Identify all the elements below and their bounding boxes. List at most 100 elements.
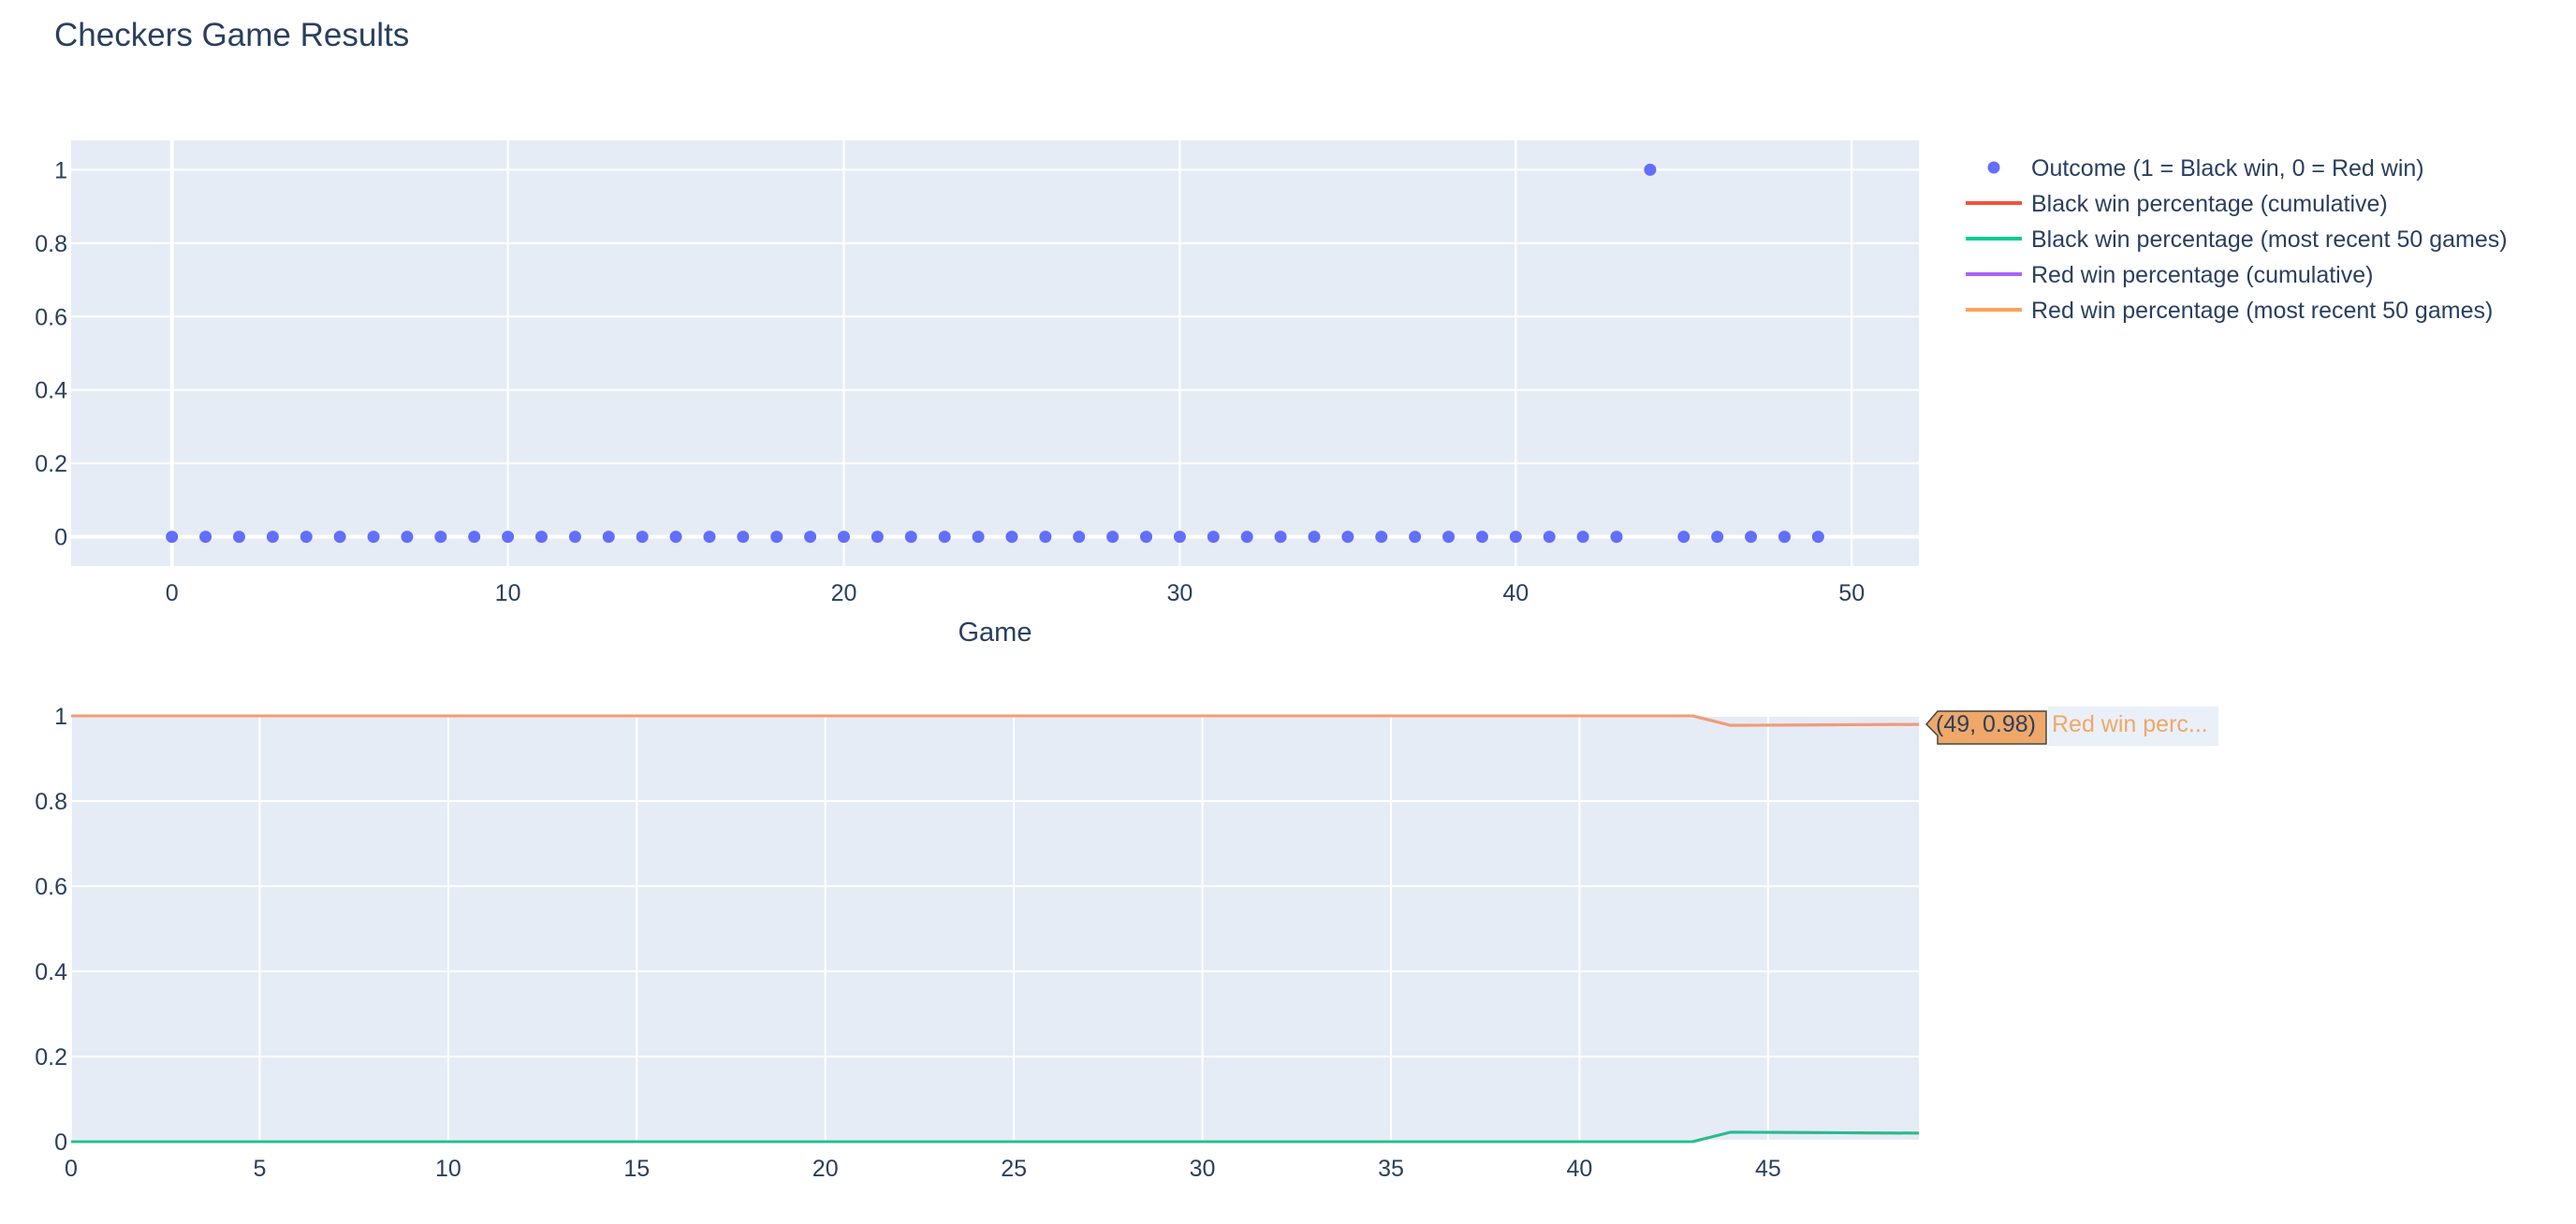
x-tick-label: 40 <box>1567 1156 1593 1182</box>
x-tick-label: 45 <box>1755 1156 1781 1182</box>
legend-label: Black win percentage (cumulative) <box>2031 191 2388 217</box>
outcome-point[interactable] <box>737 531 750 544</box>
outcome-point[interactable] <box>1610 531 1623 544</box>
outcome-point[interactable] <box>166 531 179 544</box>
outcome-point[interactable] <box>1308 531 1321 544</box>
outcome-point[interactable] <box>1207 531 1220 544</box>
outcome-point[interactable] <box>1409 531 1422 544</box>
outcome-point[interactable] <box>1341 531 1354 544</box>
x-tick-label: 30 <box>1166 580 1193 606</box>
legend-item[interactable]: Black win percentage (cumulative) <box>1966 191 2388 217</box>
y-tick-label: 0.8 <box>35 231 67 257</box>
outcome-point[interactable] <box>232 531 245 544</box>
outcome-point[interactable] <box>972 531 985 544</box>
outcome-point[interactable] <box>1778 531 1791 544</box>
y-tick-label: 0.6 <box>35 304 67 330</box>
outcome-point[interactable] <box>401 531 414 544</box>
outcome-point[interactable] <box>703 531 716 544</box>
win-percentage-plot-area <box>71 716 1919 1142</box>
hover-series-label: Red win perc... <box>2052 711 2208 737</box>
outcome-point[interactable] <box>1240 531 1253 544</box>
outcome-point[interactable] <box>534 531 548 544</box>
x-tick-label: 30 <box>1190 1156 1216 1182</box>
outcome-point[interactable] <box>770 531 783 544</box>
outcome-point[interactable] <box>837 531 850 544</box>
chart-title: Checkers Game Results <box>54 17 409 53</box>
outcome-point[interactable] <box>669 531 682 544</box>
outcome-x-axis-title: Game <box>959 618 1032 648</box>
legend-label: Red win percentage (most recent 50 games… <box>2031 298 2493 324</box>
legend-item[interactable]: Black win percentage (most recent 50 gam… <box>1966 226 2508 253</box>
outcome-point[interactable] <box>1644 163 1657 176</box>
x-tick-label: 25 <box>1001 1156 1027 1182</box>
outcome-point[interactable] <box>1711 531 1724 544</box>
y-tick-label: 1 <box>54 704 67 730</box>
outcome-point[interactable] <box>1274 531 1287 544</box>
outcome-subplot: 0 10 20 30 40 50 0 0.2 0.4 0.6 0.8 1 Game <box>35 140 1919 648</box>
outcome-point[interactable] <box>333 531 346 544</box>
legend-label: Red win percentage (cumulative) <box>2031 262 2373 288</box>
legend-label: Black win percentage (most recent 50 gam… <box>2031 226 2508 253</box>
y-tick-label: 0 <box>54 1129 67 1156</box>
outcome-point[interactable] <box>1442 531 1456 544</box>
outcome-point[interactable] <box>1039 531 1052 544</box>
y-tick-label: 0.8 <box>35 789 67 815</box>
outcome-point[interactable] <box>1543 531 1556 544</box>
hover-tooltip: (49, 0.98) Red win perc... <box>1925 707 2218 746</box>
outcome-point[interactable] <box>266 531 279 544</box>
outcome-point[interactable] <box>1745 531 1758 544</box>
outcome-point[interactable] <box>938 531 951 544</box>
y-tick-label: 0.4 <box>35 959 67 985</box>
legend-item[interactable]: Red win percentage (most recent 50 games… <box>1966 298 2493 324</box>
outcome-point[interactable] <box>1173 531 1186 544</box>
outcome-point[interactable] <box>367 531 380 544</box>
outcome-point[interactable] <box>804 531 817 544</box>
outcome-point[interactable] <box>1073 531 1086 544</box>
legend: Outcome (1 = Black win, 0 = Red win) Blac… <box>1966 155 2508 324</box>
outcome-point[interactable] <box>1375 531 1388 544</box>
outcome-point[interactable] <box>468 531 481 544</box>
y-tick-label: 0 <box>54 525 67 551</box>
legend-item[interactable]: Red win percentage (cumulative) <box>1966 262 2373 288</box>
x-tick-label: 35 <box>1378 1156 1404 1182</box>
outcome-point[interactable] <box>502 531 515 544</box>
outcome-point[interactable] <box>1475 531 1488 544</box>
outcome-point[interactable] <box>1005 531 1018 544</box>
legend-item[interactable]: Outcome (1 = Black win, 0 = Red win) <box>1987 155 2424 182</box>
outcome-point[interactable] <box>300 531 313 544</box>
x-tick-label: 40 <box>1502 580 1529 606</box>
y-tick-label: 1 <box>54 157 67 183</box>
outcome-point[interactable] <box>568 531 581 544</box>
x-tick-label: 5 <box>253 1156 266 1182</box>
hover-series-background <box>2048 707 2218 746</box>
outcome-point[interactable] <box>1509 531 1522 544</box>
series-line-3[interactable] <box>71 714 1920 727</box>
outcome-point[interactable] <box>1811 531 1824 544</box>
legend-label: Outcome (1 = Black win, 0 = Red win) <box>2031 155 2424 182</box>
outcome-point[interactable] <box>904 531 917 544</box>
x-tick-label: 0 <box>65 1156 78 1182</box>
x-tick-label: 10 <box>495 580 521 606</box>
outcome-point[interactable] <box>1677 531 1690 544</box>
outcome-point[interactable] <box>871 531 884 544</box>
legend-dot-icon <box>1987 161 2000 174</box>
y-tick-label: 0.2 <box>35 1044 67 1071</box>
outcome-point[interactable] <box>1140 531 1153 544</box>
series-line-1[interactable] <box>71 1130 1920 1144</box>
x-tick-label: 50 <box>1838 580 1865 606</box>
outcome-point[interactable] <box>1576 531 1589 544</box>
outcome-point[interactable] <box>1106 531 1120 544</box>
x-tick-label: 15 <box>623 1156 650 1182</box>
outcome-point[interactable] <box>636 531 649 544</box>
hover-value-box <box>1925 710 2047 745</box>
outcome-point[interactable] <box>602 531 615 544</box>
y-tick-label: 0.6 <box>35 874 67 900</box>
hover-value-label: (49, 0.98) <box>1936 711 2036 737</box>
x-tick-label: 10 <box>435 1156 461 1182</box>
x-tick-label: 20 <box>812 1156 839 1182</box>
outcome-point[interactable] <box>199 531 212 544</box>
x-tick-label: 20 <box>831 580 857 606</box>
outcome-point[interactable] <box>434 531 447 544</box>
y-tick-label: 0.4 <box>35 378 67 404</box>
